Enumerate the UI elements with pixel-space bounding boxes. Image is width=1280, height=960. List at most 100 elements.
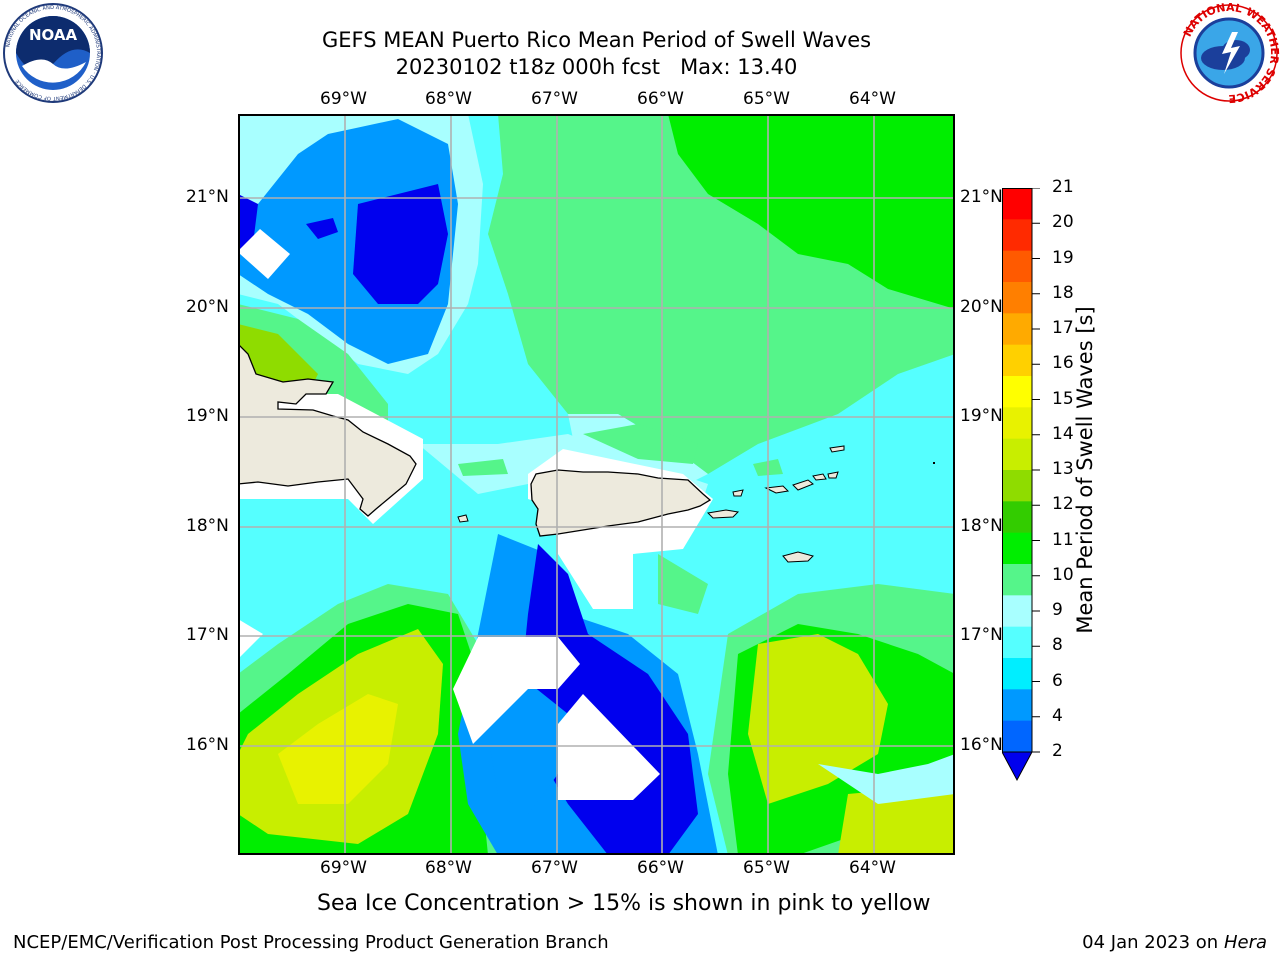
colorbar-label: Mean Period of Swell Waves [s] [1073,306,1097,634]
colorbar-tick-label: 19 [1052,247,1074,268]
lat-label-right: 16°N [960,735,1003,755]
footer-machine: Hera [1223,932,1267,953]
colorbar-tick-label: 4 [1052,705,1063,726]
graticule [239,115,954,854]
island-vieques [706,509,740,519]
island-mona [457,514,469,523]
colorbar-tick-label: 21 [1052,177,1074,197]
lat-label-left: 17°N [186,625,229,645]
colorbar-tick-label: 8 [1052,635,1063,656]
colorbar-cell [1002,532,1032,565]
field-region-se-yellow [748,634,888,804]
mask-block-s1 [453,637,580,744]
lon-label-top: 65°W [743,89,790,109]
colorbar-cell [1002,470,1032,502]
lon-label-bottom: 69°W [320,858,367,878]
colorbar-cell [1002,438,1032,471]
field-region-se-yellow2 [838,784,954,854]
colorbar-cell [1002,501,1032,534]
chart-title: GEFS MEAN Puerto Rico Mean Period of Swe… [321,28,872,52]
nws-logo: NATIONAL WEATHER SERVICE [1180,2,1280,104]
lat-label-left: 21°N [186,187,229,207]
lon-label-top: 69°W [320,89,367,109]
colorbar-cell [1002,219,1032,252]
colorbar-tick-label: 14 [1052,423,1074,444]
lon-label-bottom: 66°W [637,858,684,878]
noaa-logo-text: NOAA [29,26,78,44]
colorbar-tick-label: 12 [1052,494,1074,515]
lat-label-right: 20°N [960,297,1003,317]
island-puerto-rico [530,469,712,537]
colorbar-cell [1002,720,1032,753]
island-st-croix [782,551,814,563]
colorbar-cell [1002,188,1032,220]
mask-block-nw [240,229,290,279]
field-region-mona [458,459,508,476]
swell-period-map [238,114,955,855]
colorbar-tick-label: 18 [1052,282,1074,303]
colorbar-cell [1002,313,1032,346]
colorbar-tick-label: 20 [1052,212,1074,233]
lon-label-top: 64°W [849,89,896,109]
colorbar-tick-label: 13 [1052,459,1074,479]
colorbar-cell [1002,689,1032,722]
colorbar-extend-arrow [1002,751,1033,782]
lon-label-top: 68°W [425,89,472,109]
island-tortola [812,473,827,481]
field-region-nw-spot [306,218,338,239]
field-region-se-pale [818,754,954,804]
colorbar-cell [1002,282,1032,314]
field-region-pr-s [658,554,708,614]
island-anegada [829,445,845,453]
mask-block-w [239,619,263,658]
colorbar-cell [1002,250,1032,283]
island-virgin-gorda [827,471,839,479]
colorbar-tick-label: 15 [1052,388,1074,409]
colorbar-cell [1002,376,1032,408]
lon-label-top: 66°W [637,89,684,109]
noaa-logo: NOAA NATIONAL OCEANIC AND ATMOSPHERIC AD… [3,3,103,103]
colorbar-tick-label: 16 [1052,353,1074,374]
colorbar-tick-label: 9 [1052,600,1063,620]
lat-label-right: 17°N [960,625,1003,645]
colorbar-cell [1002,407,1032,440]
lon-label-top: 67°W [531,89,578,109]
island-culebra [732,489,744,497]
lon-label-bottom: 65°W [743,858,790,878]
lat-label-right: 19°N [960,406,1003,426]
sea-ice-note: Sea Ice Concentration > 15% is shown in … [317,891,931,916]
lat-label-left: 19°N [186,406,229,426]
field-region-ne-core [668,115,954,309]
island-st-john [792,479,814,491]
field-region-sw-core [278,694,398,804]
colorbar-tick-label: 11 [1052,529,1074,550]
lat-label-right: 21°N [960,187,1003,207]
field-region-nw-dark [353,184,448,304]
colorbar-cell [1002,595,1032,628]
lat-label-left: 16°N [186,735,229,755]
colorbar-cell [1002,344,1032,377]
colorbar [1002,188,1040,782]
footer-date-text: 04 Jan 2023 on [1082,932,1224,953]
colorbar-tick-label: 2 [1052,741,1063,761]
map-frame [238,114,955,855]
footer-date: 04 Jan 2023 on Hera [1082,932,1267,953]
lon-label-bottom: 68°W [425,858,472,878]
island-st-thomas [764,485,790,494]
footer-branch: NCEP/EMC/Verification Post Processing Pr… [13,932,609,953]
lat-label-right: 18°N [960,516,1003,536]
field-region-pr-n [583,424,698,464]
lon-label-bottom: 64°W [849,858,896,878]
island-anguilla [933,462,935,464]
mask-block-s2 [558,694,660,800]
lon-label-bottom: 67°W [531,858,578,878]
colorbar-cell [1002,564,1032,596]
lat-label-left: 18°N [186,516,229,536]
chart-subtitle: 20230102 t18z 000h fcst Max: 13.40 [395,55,798,79]
lat-label-left: 20°N [186,297,229,317]
colorbar-tick-label: 6 [1052,670,1063,691]
colorbar-tick-label: 17 [1052,318,1074,338]
colorbar-tick-label: 10 [1052,564,1074,585]
colorbar-cell [1002,658,1032,690]
island-hispaniola [239,344,417,517]
